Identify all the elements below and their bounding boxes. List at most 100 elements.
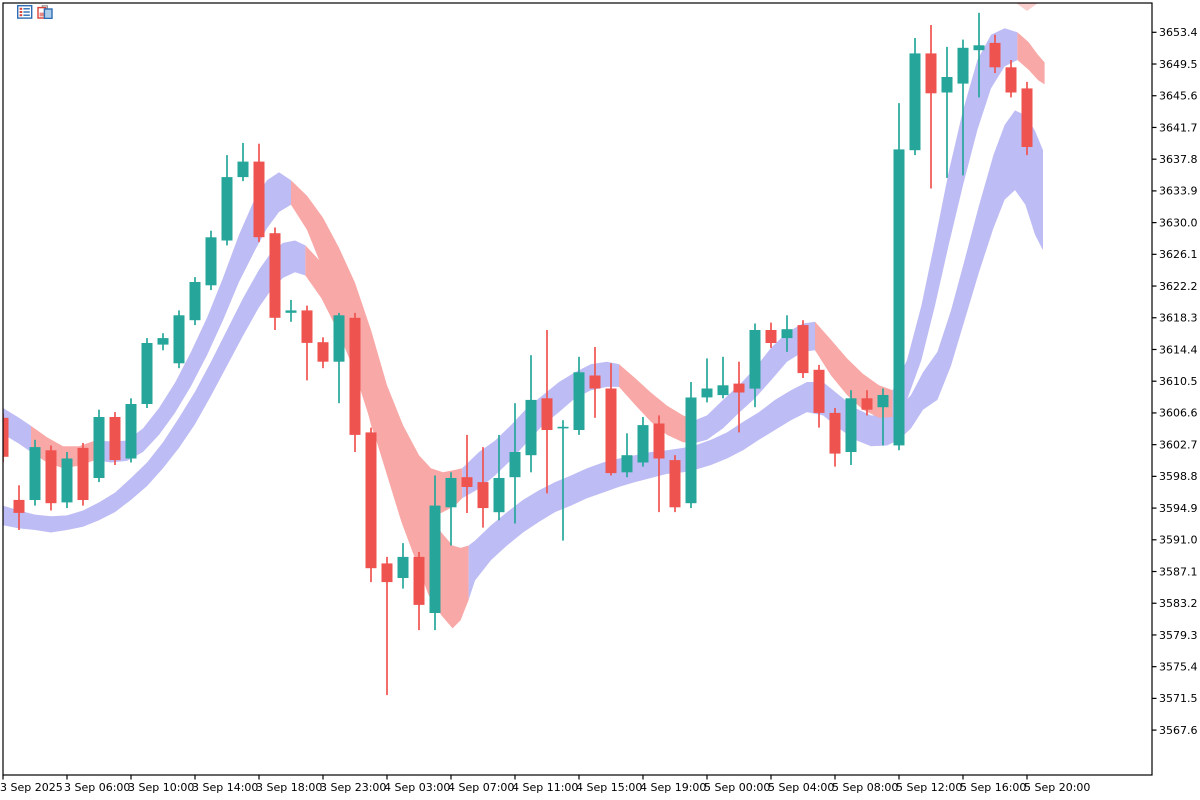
candle — [461, 434, 473, 513]
candle — [493, 434, 505, 521]
y-tick-label: 3637.8 — [1159, 153, 1198, 166]
y-tick-label: 3579.3 — [1159, 629, 1198, 642]
fast-ribbon-segment — [95, 172, 291, 463]
x-tick-label: 3 Sep 10:00 — [128, 781, 194, 794]
list-icon[interactable] — [17, 5, 33, 19]
candle — [61, 452, 73, 509]
candle — [941, 46, 953, 178]
candle — [573, 356, 585, 435]
candle — [973, 12, 985, 98]
x-tick-label: 4 Sep 03:00 — [384, 781, 450, 794]
x-tick-label: 3 Sep 14:00 — [192, 781, 258, 794]
candle — [189, 277, 201, 326]
x-tick-label: 5 Sep 20:00 — [1024, 781, 1090, 794]
x-tick-label: 3 Sep 06:00 — [64, 781, 130, 794]
candle — [813, 364, 825, 428]
y-axis: 3653.4 3649.5 3645.6 3641.7 3637.8 3633.9 3630… — [1152, 26, 1198, 737]
candle — [109, 412, 121, 465]
x-tick-label: 5 Sep 08:00 — [832, 781, 898, 794]
candle — [45, 445, 57, 511]
candle — [909, 38, 921, 156]
y-tick-label: 3626.1 — [1159, 248, 1198, 261]
candles — [3, 12, 1033, 696]
x-tick-label: 4 Sep 07:00 — [448, 781, 514, 794]
y-tick-label: 3641.7 — [1159, 121, 1198, 134]
candle — [413, 552, 425, 631]
candle — [861, 390, 873, 416]
y-tick-label: 3587.1 — [1159, 565, 1198, 578]
candle — [3, 413, 9, 463]
candle — [221, 155, 233, 246]
x-tick-label: 5 Sep 00:00 — [704, 781, 770, 794]
candle — [205, 230, 217, 291]
y-tick-label: 3602.7 — [1159, 438, 1198, 451]
y-tick-label: 3630.0 — [1159, 216, 1198, 229]
y-tick-label: 3606.6 — [1159, 407, 1198, 420]
candle — [957, 39, 969, 176]
x-tick-label: 3 Sep 2025 — [0, 781, 63, 794]
candle — [93, 409, 105, 483]
y-tick-label: 3575.4 — [1159, 660, 1198, 673]
candle — [253, 143, 265, 243]
candle — [173, 310, 185, 369]
candle — [29, 439, 41, 506]
x-tick-label: 3 Sep 18:00 — [256, 781, 322, 794]
candle — [333, 312, 345, 404]
y-tick-label: 3618.3 — [1159, 312, 1198, 325]
candle — [381, 556, 393, 696]
x-tick-label: 3 Sep 23:00 — [320, 781, 386, 794]
fast-ribbon-segment — [892, 28, 1018, 417]
candle — [269, 227, 281, 330]
ribbon-top-sliver — [1016, 3, 1038, 11]
candle — [685, 382, 697, 509]
candle — [349, 312, 361, 452]
candle — [589, 347, 601, 418]
candle — [125, 398, 137, 463]
x-axis: 3 Sep 2025 3 Sep 06:003 Sep 10:003 Sep 14… — [0, 775, 1090, 794]
candle — [509, 403, 521, 524]
y-tick-label: 3645.6 — [1159, 90, 1198, 103]
candle — [877, 388, 889, 446]
candle — [365, 427, 377, 583]
candle — [301, 305, 313, 381]
candle — [13, 485, 25, 530]
x-tick-label: 4 Sep 11:00 — [512, 781, 578, 794]
candle — [445, 472, 457, 546]
candle — [749, 323, 761, 408]
candle — [925, 25, 937, 189]
y-tick-label: 3633.9 — [1159, 185, 1198, 198]
y-tick-label: 3594.9 — [1159, 502, 1198, 515]
candle — [701, 358, 713, 403]
candle — [717, 356, 729, 399]
candle — [653, 415, 665, 513]
candle — [733, 361, 745, 433]
y-tick-label: 3567.6 — [1159, 724, 1198, 737]
fast-ribbon-segment — [619, 364, 695, 443]
y-tick-label: 3610.5 — [1159, 375, 1198, 388]
plot-frame — [2, 2, 1153, 776]
candle — [317, 337, 329, 369]
x-tick-label: 5 Sep 16:00 — [960, 781, 1026, 794]
x-tick-label: 4 Sep 15:00 — [576, 781, 642, 794]
candle — [845, 390, 857, 465]
y-tick-label: 3571.5 — [1159, 692, 1198, 705]
y-tick-label: 3583.2 — [1159, 597, 1198, 610]
fast-ribbon-segment — [815, 321, 893, 418]
ma-ribbons — [3, 3, 1045, 629]
candle — [669, 455, 681, 513]
fast-ribbon-segment — [291, 180, 463, 521]
candle — [541, 330, 553, 494]
fast-ribbon-segment — [3, 408, 31, 452]
pages-icon[interactable] — [37, 5, 53, 19]
candle — [765, 322, 777, 348]
x-tick-label: 5 Sep 12:00 — [896, 781, 962, 794]
y-tick-label: 3649.5 — [1159, 58, 1198, 71]
candle — [557, 420, 569, 541]
fast-ribbon-segment — [1017, 32, 1045, 85]
candle — [285, 299, 297, 322]
candle — [621, 433, 633, 478]
candle — [477, 447, 489, 528]
candle — [605, 363, 617, 476]
